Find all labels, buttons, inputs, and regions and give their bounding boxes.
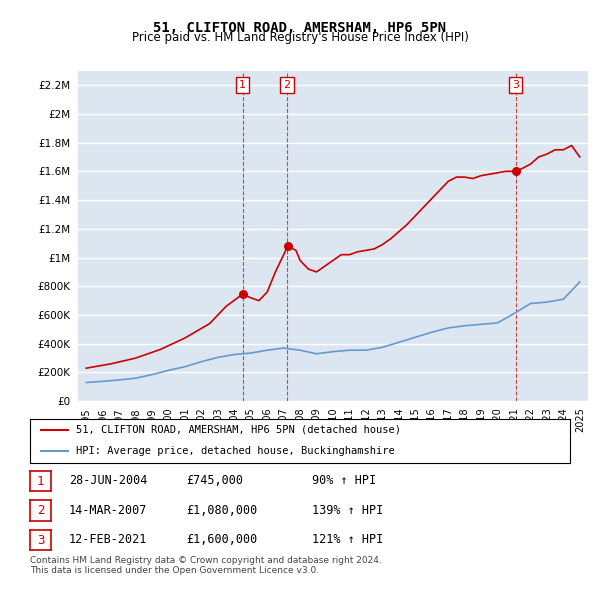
Text: Contains HM Land Registry data © Crown copyright and database right 2024.
This d: Contains HM Land Registry data © Crown c… bbox=[30, 556, 382, 575]
Text: £1,080,000: £1,080,000 bbox=[186, 504, 257, 517]
Text: 121% ↑ HPI: 121% ↑ HPI bbox=[312, 533, 383, 546]
Text: 51, CLIFTON ROAD, AMERSHAM, HP6 5PN: 51, CLIFTON ROAD, AMERSHAM, HP6 5PN bbox=[154, 21, 446, 35]
Text: £1,600,000: £1,600,000 bbox=[186, 533, 257, 546]
Text: 90% ↑ HPI: 90% ↑ HPI bbox=[312, 474, 376, 487]
Text: 28-JUN-2004: 28-JUN-2004 bbox=[69, 474, 148, 487]
Text: 2: 2 bbox=[37, 504, 44, 517]
Text: Price paid vs. HM Land Registry's House Price Index (HPI): Price paid vs. HM Land Registry's House … bbox=[131, 31, 469, 44]
Text: HPI: Average price, detached house, Buckinghamshire: HPI: Average price, detached house, Buck… bbox=[76, 446, 395, 455]
Text: 1: 1 bbox=[37, 474, 44, 488]
Point bbox=[238, 290, 247, 299]
Point bbox=[511, 166, 520, 176]
Text: 14-MAR-2007: 14-MAR-2007 bbox=[69, 504, 148, 517]
Text: £745,000: £745,000 bbox=[186, 474, 243, 487]
Text: 2: 2 bbox=[283, 80, 290, 90]
Point bbox=[283, 241, 293, 251]
Text: 51, CLIFTON ROAD, AMERSHAM, HP6 5PN (detached house): 51, CLIFTON ROAD, AMERSHAM, HP6 5PN (det… bbox=[76, 425, 401, 435]
Text: 3: 3 bbox=[512, 80, 519, 90]
Text: 139% ↑ HPI: 139% ↑ HPI bbox=[312, 504, 383, 517]
Text: 3: 3 bbox=[37, 533, 44, 547]
Text: 12-FEB-2021: 12-FEB-2021 bbox=[69, 533, 148, 546]
Text: 1: 1 bbox=[239, 80, 246, 90]
